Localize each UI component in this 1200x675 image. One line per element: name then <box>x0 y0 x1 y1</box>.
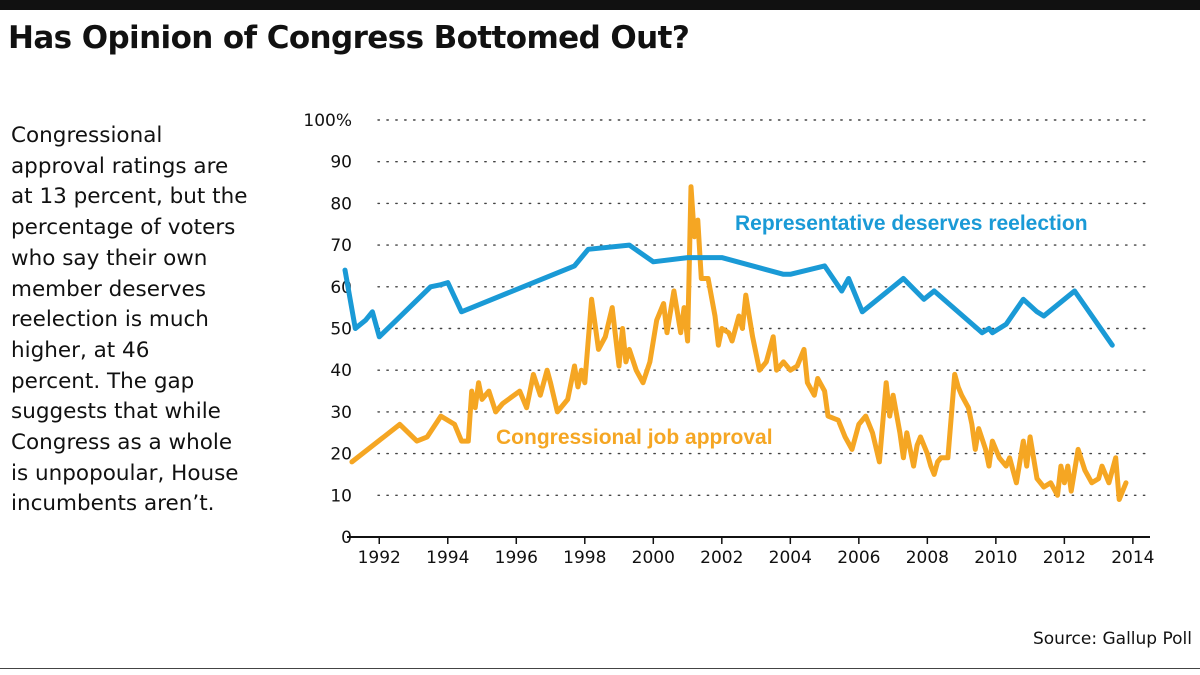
y-tick-label: 40 <box>330 361 352 381</box>
bottom-rule <box>0 668 1200 669</box>
x-tick-label: 2004 <box>769 548 812 568</box>
description-line: member deserves <box>11 276 206 302</box>
description-line: approval ratings are <box>11 153 229 179</box>
description-line: who say their own <box>11 245 208 271</box>
description-line: higher, at 46 <box>11 337 150 363</box>
description-text: Congressional approval ratings are at 13… <box>11 121 273 520</box>
description-line: percentage of voters <box>11 215 236 241</box>
x-tick-label: 1992 <box>358 548 401 568</box>
reelection-series-label: Representative deserves reelection <box>735 212 1088 235</box>
description-line: percent. The gap <box>11 368 195 394</box>
y-tick-label: 10 <box>330 486 352 506</box>
description-line: is unpopoular, House <box>11 460 239 486</box>
y-tick-label: 80 <box>330 194 352 214</box>
description-line: at 13 percent, but the <box>11 184 248 210</box>
x-tick-label: 2010 <box>974 548 1017 568</box>
chart-title: Has Opinion of Congress Bottomed Out? <box>8 20 690 56</box>
y-tick-label: 90 <box>330 153 352 173</box>
y-tick-label: 0 <box>341 528 352 548</box>
description-line: reelection is much <box>11 307 209 333</box>
description-line: Congress as a whole <box>11 430 233 456</box>
approval-series-label: Congressional job approval <box>496 426 773 449</box>
x-tick-label: 2012 <box>1043 548 1086 568</box>
y-tick-label: 30 <box>330 403 352 423</box>
description-line: Congressional <box>11 123 163 148</box>
x-tick-label: 1996 <box>495 548 538 568</box>
reelection-series-line <box>342 242 1115 348</box>
x-tick-label: 2008 <box>906 548 949 568</box>
description-line: incumbents aren’t. <box>11 491 215 517</box>
x-tick-label: 1994 <box>426 548 469 568</box>
x-tick-label: 2006 <box>837 548 880 568</box>
y-tick-label: 70 <box>330 236 352 256</box>
top-rule <box>0 0 1200 10</box>
description-line: suggests that while <box>11 399 221 425</box>
source-note: Source: Gallup Poll <box>1032 629 1192 649</box>
y-tick-label: 50 <box>330 320 352 340</box>
x-tick-label: 2014 <box>1111 548 1154 568</box>
x-tick-label: 2000 <box>632 548 675 568</box>
x-tick-label: 1998 <box>563 548 606 568</box>
y-tick-label: 100% <box>303 111 352 131</box>
x-tick-label: 2002 <box>700 548 743 568</box>
approval-series-line <box>349 184 1129 502</box>
y-tick-label: 20 <box>330 445 352 465</box>
